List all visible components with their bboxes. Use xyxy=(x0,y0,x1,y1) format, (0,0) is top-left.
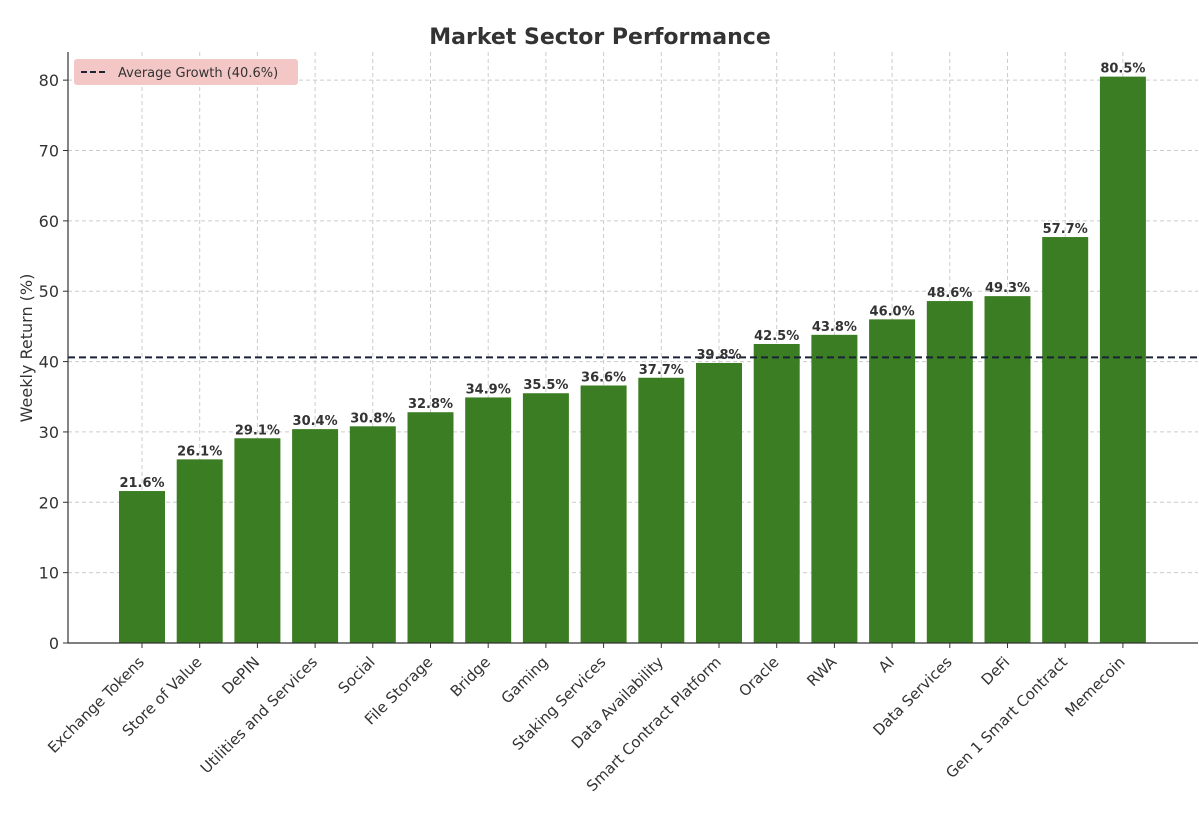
data-label: 26.1% xyxy=(177,444,222,459)
data-label: 48.6% xyxy=(927,286,972,301)
x-tick-label: DePIN xyxy=(218,653,263,698)
x-tick-label: DeFi xyxy=(978,653,1014,689)
x-tick-label: Memecoin xyxy=(1061,653,1128,720)
legend-box xyxy=(74,59,298,85)
bar xyxy=(349,426,396,643)
bars xyxy=(119,76,1146,643)
data-label: 37.7% xyxy=(639,363,684,378)
y-tick-label: 0 xyxy=(49,634,59,653)
y-tick-label: 10 xyxy=(39,564,59,583)
data-label: 30.4% xyxy=(293,414,338,429)
bar xyxy=(292,429,339,643)
data-label: 36.6% xyxy=(581,370,626,385)
y-tick-label: 20 xyxy=(39,493,59,512)
x-tick-label: RWA xyxy=(803,653,840,690)
data-labels: 21.6% 26.1% 29.1% 30.4% 30.8% 32.8% 34.9% 35.5%… xyxy=(119,62,1145,491)
data-label: 49.3% xyxy=(985,281,1030,296)
bar xyxy=(522,393,569,643)
x-tick-label: Oracle xyxy=(735,653,782,700)
y-tick-label: 70 xyxy=(39,142,59,161)
y-axis-label: Weekly Return (%) xyxy=(17,274,36,423)
data-label: 57.7% xyxy=(1043,222,1088,237)
x-tick-label: Social xyxy=(334,653,378,697)
bar xyxy=(580,385,627,643)
y-tick-label: 60 xyxy=(39,212,59,231)
x-tick-label: Utilities and Services xyxy=(197,653,321,777)
data-label: 42.5% xyxy=(754,329,799,344)
data-label: 32.8% xyxy=(408,397,453,412)
bar xyxy=(176,459,223,643)
legend-label-average-growth: Average Growth (40.6%) xyxy=(118,66,278,81)
y-tick-label: 50 xyxy=(39,282,59,301)
bar xyxy=(234,438,281,643)
bar xyxy=(407,412,454,643)
bar xyxy=(984,296,1031,643)
x-tick-label: Gaming xyxy=(498,653,552,707)
bar xyxy=(119,491,165,643)
axes xyxy=(63,52,1198,648)
bar xyxy=(811,334,858,643)
bar xyxy=(1042,237,1089,643)
y-tick-labels: 0 10 20 30 40 50 60 70 80 xyxy=(39,71,59,653)
x-tick-label: Bridge xyxy=(447,653,494,700)
legend: Average Growth (40.6%) xyxy=(74,59,298,85)
data-label: 43.8% xyxy=(812,320,857,335)
data-label: 80.5% xyxy=(1100,62,1145,77)
data-label: 46.0% xyxy=(870,304,915,319)
bar xyxy=(638,377,685,643)
x-tick-label: AI xyxy=(875,653,898,676)
bar xyxy=(696,362,742,643)
bar xyxy=(1099,76,1146,643)
bar xyxy=(465,397,512,643)
y-tick-label: 80 xyxy=(39,71,59,90)
bar xyxy=(926,301,973,643)
bar xyxy=(753,343,800,643)
data-label: 21.6% xyxy=(119,476,164,491)
y-tick-label: 40 xyxy=(39,353,59,372)
data-label: 29.1% xyxy=(235,423,280,438)
data-label: 39.8% xyxy=(696,348,741,363)
chart-title: Market Sector Performance xyxy=(429,25,771,50)
x-tick-label: Exchange Tokens xyxy=(44,653,148,757)
bar xyxy=(869,319,916,643)
data-label: 35.5% xyxy=(523,378,568,393)
data-label: 30.8% xyxy=(350,411,395,426)
y-tick-label: 30 xyxy=(39,423,59,442)
data-label: 34.9% xyxy=(466,382,511,397)
